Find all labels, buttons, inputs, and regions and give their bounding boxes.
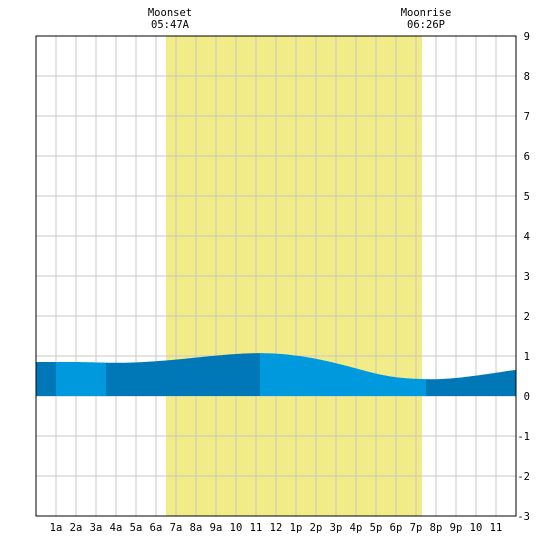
y-tick-labels: 9 8 7 6 5 4 3 2 1 0 -1 -2 -3 — [517, 31, 530, 523]
x-tick-label: 1p — [290, 522, 303, 534]
y-tick-label: 1 — [524, 351, 530, 363]
tide-area-segment — [36, 362, 56, 396]
x-tick-label: 2a — [70, 522, 83, 534]
y-tick-label: 6 — [524, 151, 530, 163]
y-tick-label: -1 — [517, 431, 530, 443]
y-tick-label: 3 — [524, 271, 530, 283]
x-tick-label: 12 — [270, 522, 283, 534]
moonrise-title: Moonrise — [400, 7, 452, 19]
moonset-title: Moonset — [147, 7, 193, 19]
x-tick-label: 7a — [170, 522, 183, 534]
x-tick-label: 5p — [370, 522, 383, 534]
x-tick-label: 11 — [250, 522, 263, 534]
x-tick-label: 10 — [230, 522, 243, 534]
tide-area-segment — [56, 361, 106, 396]
x-tick-label: 7p — [410, 522, 423, 534]
y-tick-label: 9 — [524, 31, 530, 43]
y-tick-label: -3 — [517, 511, 530, 523]
x-tick-label: 11 — [490, 522, 503, 534]
y-tick-label: 4 — [524, 231, 530, 243]
x-tick-label: 3p — [330, 522, 343, 534]
x-tick-label: 6a — [150, 522, 163, 534]
moonset-label: Moonset 05:47A — [110, 7, 230, 31]
x-tick-label: 9p — [450, 522, 463, 534]
moonrise-time: 06:26P — [407, 19, 445, 31]
x-tick-label: 2p — [310, 522, 323, 534]
x-tick-label: 1a — [50, 522, 63, 534]
x-tick-labels: 1a 2a 3a 4a 5a 6a 7a 8a 9a 10 11 12 1p 2p 3p 4p 5p 6p 7p 8p… — [50, 522, 503, 534]
x-tick-label: 6p — [390, 522, 403, 534]
tide-area — [36, 353, 516, 396]
y-tick-label: 2 — [524, 311, 530, 323]
tide-area-segment — [106, 353, 260, 396]
tide-area-segment — [426, 370, 516, 396]
x-tick-label: 3a — [90, 522, 103, 534]
x-tick-label: 8a — [190, 522, 203, 534]
plot-border — [35, 35, 517, 517]
x-tick-label: 4a — [110, 522, 123, 534]
x-tick-label: 5a — [130, 522, 143, 534]
moonrise-label: Moonrise 06:26P — [366, 7, 486, 31]
y-tick-label: 0 — [524, 391, 530, 403]
tide-area-segment — [260, 353, 426, 396]
x-tick-label: 9a — [210, 522, 223, 534]
y-tick-label: -2 — [517, 471, 530, 483]
x-tick-label: 8p — [430, 522, 443, 534]
y-tick-label: 7 — [524, 111, 530, 123]
x-tick-label: 4p — [350, 522, 363, 534]
x-tick-label: 10 — [470, 522, 483, 534]
y-tick-label: 5 — [524, 191, 530, 203]
y-tick-label: 8 — [524, 71, 530, 83]
moonset-time: 05:47A — [151, 19, 189, 31]
